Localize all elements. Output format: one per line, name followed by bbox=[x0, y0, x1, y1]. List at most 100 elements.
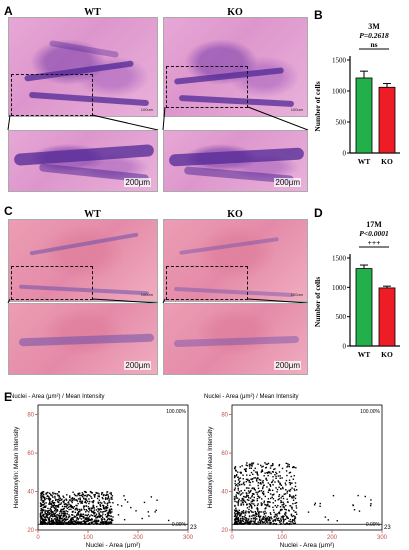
panel-e-ko-point bbox=[262, 465, 264, 468]
panel-e-ko-point bbox=[246, 462, 248, 464]
panel-e-ko-point bbox=[258, 521, 260, 524]
panel-e-wt-point bbox=[44, 512, 47, 515]
panel-e-wt-point bbox=[69, 495, 71, 497]
panel-e-ko-point bbox=[265, 466, 267, 469]
panel-e-ko-point bbox=[265, 518, 268, 521]
panel-e-ko-point bbox=[249, 520, 251, 523]
panel-e-wt-point bbox=[48, 513, 51, 516]
panel-e-wt-point bbox=[43, 499, 45, 502]
panel-e-ko-point bbox=[236, 520, 238, 523]
panel-e-wt-point bbox=[42, 523, 44, 525]
panel-e-wt-point bbox=[58, 517, 61, 520]
panel-e-wt-point bbox=[80, 523, 82, 525]
panel-e-ko-point bbox=[236, 513, 239, 516]
panel-e-ko-point bbox=[278, 495, 280, 498]
panel-e-wt-point bbox=[54, 508, 57, 511]
panel-e-wt-point bbox=[102, 497, 104, 500]
panel-e-ko-point bbox=[236, 515, 238, 517]
panel-e-wt-point bbox=[83, 498, 85, 500]
panel-e-wt-point bbox=[77, 517, 79, 520]
panel-e-ko-point bbox=[262, 492, 265, 495]
panel-e-ko-point bbox=[265, 463, 267, 465]
panel-a-wt-zoom-image: 200μm bbox=[8, 130, 158, 192]
panel-e-ko-point bbox=[248, 487, 250, 489]
panel-e-ko-point bbox=[259, 482, 261, 485]
panel-e-wt-point bbox=[102, 505, 105, 507]
panel-e-wt-point bbox=[78, 492, 81, 495]
panel-e-wt-point bbox=[43, 496, 45, 499]
panel-e-wt-point bbox=[60, 514, 62, 516]
panel-e-wt-point bbox=[70, 522, 72, 524]
panel-e-wt-point bbox=[63, 499, 66, 501]
panel-e-wt-point bbox=[90, 509, 93, 512]
panel-e-wt-point bbox=[88, 511, 90, 513]
panel-e-wt-point bbox=[63, 517, 66, 520]
panel-e-wt-point bbox=[76, 522, 78, 524]
panel-e-wt-point bbox=[76, 508, 78, 510]
panel-e-ko-point bbox=[286, 474, 288, 477]
panel-e-ko-point bbox=[280, 519, 283, 522]
panel-e-wt-point bbox=[83, 520, 85, 522]
panel-e-ko-point bbox=[239, 522, 241, 524]
panel-e-ko-point bbox=[263, 475, 265, 477]
panel-e-ko-point bbox=[288, 522, 291, 525]
panel-e-wt-point bbox=[91, 511, 94, 513]
panel-e-ko-point bbox=[283, 503, 285, 505]
panel-e-wt-point bbox=[94, 515, 96, 517]
panel-e-ko-point bbox=[282, 487, 284, 490]
panel-e-wt-point bbox=[49, 498, 52, 500]
panel-e-ko-point bbox=[237, 511, 240, 514]
panel-e-wt-point bbox=[101, 511, 103, 513]
panel-e-wt-point bbox=[86, 517, 89, 519]
panel-e-ko-point bbox=[257, 521, 259, 523]
panel-e-wt-point bbox=[110, 508, 113, 510]
panel-e-ko-point bbox=[240, 500, 242, 502]
panel-e-ko-point bbox=[250, 518, 253, 520]
panel-e-ko-point bbox=[251, 478, 253, 481]
panel-e-ko-point bbox=[237, 521, 240, 523]
panel-e-ko-point bbox=[265, 478, 267, 480]
panel-e-wt-point bbox=[63, 503, 66, 505]
panel-e-ko-point bbox=[266, 463, 269, 465]
panel-e-ko-point bbox=[290, 514, 293, 517]
panel-e-wt-point bbox=[108, 517, 110, 520]
panel-e-ko-point bbox=[242, 504, 245, 506]
panel-e-wt-point bbox=[67, 501, 69, 504]
panel-e-wt-point bbox=[60, 502, 63, 504]
panel-e-ko-point bbox=[245, 468, 247, 470]
panel-e-ko-point bbox=[237, 482, 239, 485]
panel-e-ko-point bbox=[250, 520, 252, 522]
panel-e-wt-point bbox=[96, 492, 98, 494]
panel-e-wt-point bbox=[54, 492, 56, 495]
panel-e-ko-point bbox=[290, 513, 293, 516]
panel-e-wt-point bbox=[111, 495, 114, 497]
panel-e-wt-point bbox=[79, 523, 81, 525]
panel-e-wt-point bbox=[74, 516, 77, 518]
panel-e-ko-point bbox=[254, 510, 257, 513]
panel-c-wt-zoom-image: 200μm bbox=[8, 303, 158, 375]
panel-e-ko-point bbox=[268, 488, 270, 490]
panel-e-ko-point bbox=[248, 479, 251, 482]
panel-e-wt-point bbox=[97, 520, 100, 522]
panel-e-ko-point bbox=[234, 482, 236, 485]
panel-e-ko-point bbox=[279, 509, 282, 512]
panel-e-ko-point bbox=[239, 512, 241, 514]
panel-e-wt-point bbox=[49, 516, 51, 518]
panel-e-wt-point bbox=[41, 498, 43, 500]
panel-e-ko-point bbox=[251, 496, 253, 498]
panel-e-wt-point bbox=[70, 519, 72, 522]
panel-e-ko-point bbox=[263, 501, 265, 504]
panel-e-wt-point bbox=[69, 520, 71, 522]
panel-e-ko-point bbox=[292, 503, 294, 505]
panel-e-ko-point bbox=[287, 463, 289, 465]
panel-e-ko-point bbox=[265, 504, 267, 506]
panel-e-wt-point bbox=[91, 518, 93, 520]
panel-d-bar-ko bbox=[378, 287, 396, 347]
panel-e-wt-point bbox=[75, 504, 77, 507]
panel-e-ko-point bbox=[243, 516, 245, 518]
panel-e-wt-point bbox=[72, 498, 74, 500]
panel-e-ko-point bbox=[269, 497, 272, 500]
panel-e-wt-point bbox=[65, 516, 68, 518]
panel-e-wt-point bbox=[44, 523, 47, 525]
panel-e-wt-point bbox=[101, 492, 103, 494]
